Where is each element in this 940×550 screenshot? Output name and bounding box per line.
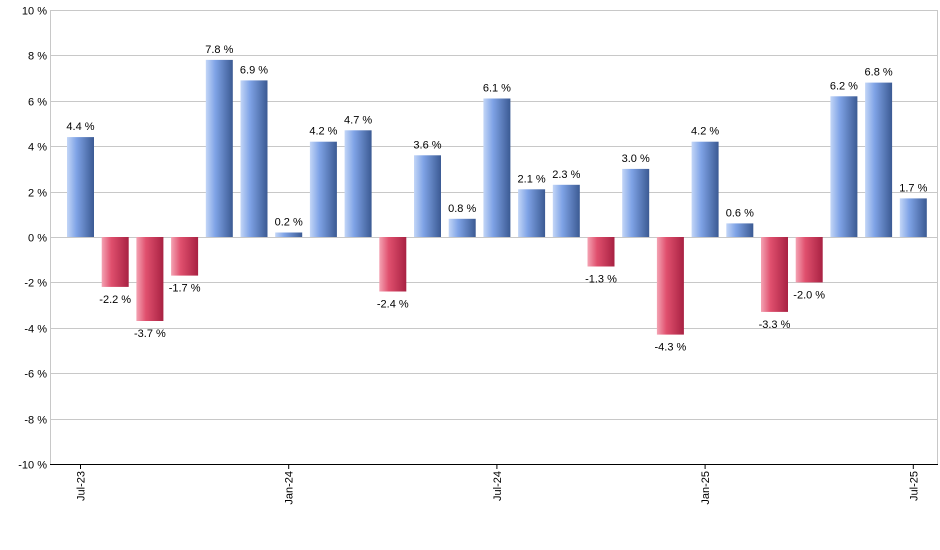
data-label: 6.9 % bbox=[240, 64, 268, 76]
data-label: 3.6 % bbox=[413, 139, 441, 151]
data-label: 1.7 % bbox=[899, 182, 927, 194]
data-label: 4.7 % bbox=[344, 114, 372, 126]
data-label: 0.6 % bbox=[726, 207, 754, 219]
bar bbox=[622, 168, 650, 237]
bar bbox=[309, 141, 337, 237]
y-tick-label: 6 % bbox=[28, 97, 47, 109]
bar bbox=[67, 137, 94, 237]
y-tick-label: 8 % bbox=[28, 51, 47, 63]
data-label: -2.0 % bbox=[793, 289, 825, 301]
bar bbox=[483, 98, 511, 237]
data-label: 3.0 % bbox=[622, 153, 650, 165]
y-tick-label: 0 % bbox=[28, 233, 47, 245]
bar bbox=[830, 96, 858, 237]
bar bbox=[518, 189, 546, 237]
data-label: 4.4 % bbox=[66, 121, 94, 133]
bar bbox=[691, 141, 719, 237]
bar bbox=[240, 80, 268, 238]
y-tick-label: -10 % bbox=[18, 460, 47, 472]
y-axis: 10 % 8 % 6 % 4 % 2 % 0 % -2 % -4 % -6 % -8 % -10 % bbox=[18, 6, 938, 472]
bar bbox=[344, 130, 372, 237]
bar bbox=[275, 232, 303, 237]
data-label: 2.3 % bbox=[552, 169, 580, 181]
data-label: 7.8 % bbox=[205, 44, 233, 56]
x-axis: Jul-23 Jan-24 Jul-24 Jan-25 Jul-25 bbox=[50, 464, 938, 505]
bar bbox=[414, 155, 441, 237]
bar bbox=[726, 223, 754, 237]
bar bbox=[101, 237, 129, 287]
data-label: -1.7 % bbox=[169, 283, 201, 295]
y-tick-label: -4 % bbox=[24, 324, 47, 336]
y-tick-label: -2 % bbox=[24, 278, 47, 290]
data-label: 6.2 % bbox=[830, 80, 858, 92]
bar bbox=[587, 237, 615, 267]
data-label: 2.1 % bbox=[518, 173, 546, 185]
bar bbox=[448, 218, 476, 237]
bar bbox=[656, 237, 684, 335]
data-label: -3.3 % bbox=[759, 319, 791, 331]
x-tick-label: Jan-24 bbox=[284, 471, 296, 505]
data-label: -2.2 % bbox=[99, 294, 131, 306]
bar bbox=[899, 198, 927, 237]
bar bbox=[205, 59, 233, 238]
bar bbox=[136, 237, 164, 321]
data-label: -1.3 % bbox=[585, 274, 617, 286]
data-label: 6.8 % bbox=[865, 67, 893, 79]
data-label: -3.7 % bbox=[134, 328, 166, 340]
data-label: 6.1 % bbox=[483, 83, 511, 95]
data-label: -2.4 % bbox=[377, 299, 409, 311]
y-tick-label: -6 % bbox=[24, 369, 47, 381]
x-tick-label: Jul-25 bbox=[908, 471, 920, 501]
y-tick-label: 10 % bbox=[22, 6, 47, 18]
data-labels: 4.4 % -2.2 % -3.7 % -1.7 % 7.8 % 6.9 % 0.2 % 4.… bbox=[66, 44, 927, 354]
y-tick-label: 4 % bbox=[28, 142, 47, 154]
bar bbox=[379, 237, 407, 292]
y-tick-label: -8 % bbox=[24, 415, 47, 427]
bar bbox=[552, 184, 580, 237]
x-tick-label: Jan-25 bbox=[700, 471, 712, 505]
bar bbox=[761, 237, 788, 312]
data-label: 4.2 % bbox=[691, 126, 719, 138]
bars bbox=[67, 59, 927, 335]
x-tick-label: Jul-23 bbox=[76, 471, 88, 501]
data-label: 0.2 % bbox=[275, 217, 303, 229]
bar bbox=[171, 237, 199, 276]
bar bbox=[865, 82, 893, 237]
x-tick-label: Jul-24 bbox=[492, 471, 504, 501]
data-label: 0.8 % bbox=[448, 203, 476, 215]
data-label: -4.3 % bbox=[655, 342, 687, 354]
bar bbox=[795, 237, 823, 283]
y-tick-label: 2 % bbox=[28, 188, 47, 200]
data-label: 4.2 % bbox=[309, 126, 337, 138]
